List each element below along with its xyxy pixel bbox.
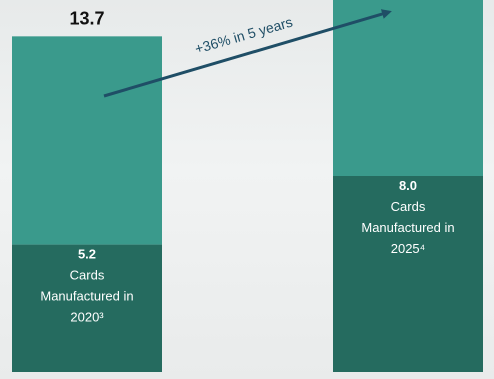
segment-text-line-2020-2: Manufactured in [40, 289, 133, 304]
bar-segment-bottom-2025 [333, 176, 483, 372]
segment-value-label-2025: 8.0 [399, 178, 417, 193]
bar-segment-bottom-2020 [12, 244, 162, 372]
segment-text-line-2025-2: Manufactured in [361, 220, 454, 235]
bar-segment-top-2025 [333, 0, 483, 177]
growth-arrow [103, 9, 392, 98]
segment-text-line-2025-1: Cards [391, 199, 426, 214]
bar-segment-top-2020 [12, 36, 162, 245]
bar-total-label-2020: 13.7 [69, 8, 104, 28]
segment-value-label-2020: 5.2 [78, 247, 96, 262]
segment-text-line-2020-3: 2020³ [70, 310, 104, 325]
growth-annotation-text: +36% in 5 years [193, 14, 294, 57]
segment-text-line-2025-3: 2025⁴ [391, 241, 426, 256]
segment-text-line-2020-1: Cards [70, 268, 105, 283]
